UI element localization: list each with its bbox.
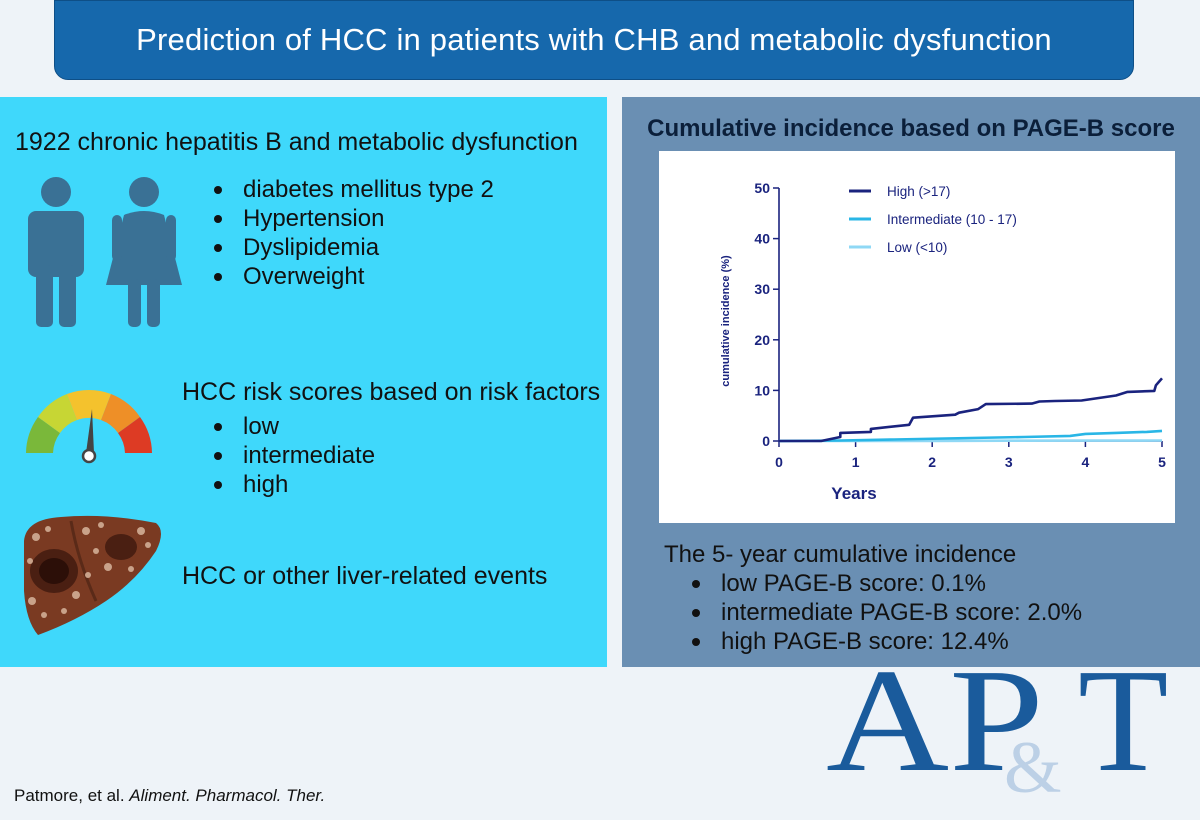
page-title: Prediction of HCC in patients with CHB a… <box>136 22 1052 57</box>
risk-heading: HCC risk scores based on risk factors <box>182 378 601 406</box>
risk-level-item: intermediate <box>208 441 375 470</box>
cirrhotic-liver-icon <box>24 515 161 635</box>
x-tick-label: 5 <box>1158 454 1166 470</box>
legend-label: Low (<10) <box>887 240 947 255</box>
gauge-icon <box>26 390 152 464</box>
y-tick-label: 20 <box>754 332 770 348</box>
condition-item: Hypertension <box>208 204 494 233</box>
summary-heading: The 5- year cumulative incidence <box>664 541 1017 568</box>
risk-levels-list: low intermediate high <box>208 412 375 499</box>
legend-label: High (>17) <box>887 184 950 199</box>
y-tick-label: 40 <box>754 231 770 247</box>
x-tick-label: 4 <box>1082 454 1090 470</box>
y-axis-label: cumulative incidence (%) <box>720 255 732 387</box>
y-tick-label: 50 <box>754 180 770 196</box>
y-tick-label: 30 <box>754 281 770 297</box>
x-tick-label: 1 <box>852 454 860 470</box>
outcome-text: HCC or other liver-related events <box>182 562 548 590</box>
summary-item: high PAGE-B score: 12.4% <box>686 627 1082 656</box>
logo-ampersand: & <box>1004 727 1062 809</box>
y-tick-label: 0 <box>762 433 770 449</box>
right-panel: Cumulative incidence based on PAGE-B sco… <box>622 97 1200 667</box>
risk-level-item: low <box>208 412 375 441</box>
summary-list: low PAGE-B score: 0.1% intermediate PAGE… <box>686 569 1082 656</box>
left-panel: 1922 chronic hepatitis B and metabolic d… <box>0 97 607 667</box>
logo-t: T <box>1078 668 1168 803</box>
man-icon <box>28 177 84 327</box>
y-tick-label: 10 <box>754 382 770 398</box>
conditions-list: diabetes mellitus type 2 Hypertension Dy… <box>208 175 494 291</box>
condition-item: Dyslipidemia <box>208 233 494 262</box>
series-line-high <box>779 377 1163 443</box>
series-line-intermediate <box>778 429 1163 443</box>
x-tick-label: 3 <box>1005 454 1013 470</box>
condition-item: diabetes mellitus type 2 <box>208 175 494 204</box>
chart-container: 0 10 20 30 40 50 0 1 2 3 4 5 High (>17) Intermediate… <box>659 151 1175 523</box>
citation-authors: Patmore, et al. <box>14 786 125 805</box>
citation: Patmore, et al. Aliment. Pharmacol. Ther… <box>14 786 325 806</box>
condition-item: Overweight <box>208 262 494 291</box>
cohort-heading: 1922 chronic hepatitis B and metabolic d… <box>15 128 578 156</box>
citation-journal: Aliment. Pharmacol. Ther. <box>129 786 326 805</box>
logo-ap: AP <box>826 668 1044 803</box>
title-banner: Prediction of HCC in patients with CHB a… <box>54 0 1134 80</box>
risk-level-item: high <box>208 470 375 499</box>
summary-item: low PAGE-B score: 0.1% <box>686 569 1082 598</box>
legend-label: Intermediate (10 - 17) <box>887 212 1017 227</box>
summary-item: intermediate PAGE-B score: 2.0% <box>686 598 1082 627</box>
patients-icon <box>28 177 182 327</box>
x-tick-label: 2 <box>928 454 936 470</box>
chart-title: Cumulative incidence based on PAGE-B sco… <box>647 115 1175 142</box>
apt-logo: & AP T <box>822 668 1200 820</box>
incidence-chart: 0 10 20 30 40 50 0 1 2 3 4 5 High (>17) Intermediate… <box>720 180 1166 503</box>
x-tick-label: 0 <box>775 454 783 470</box>
x-axis-label: Years <box>831 484 876 503</box>
woman-icon <box>106 177 182 327</box>
